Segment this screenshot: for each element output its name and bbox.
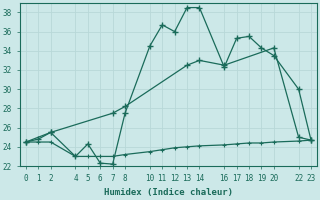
X-axis label: Humidex (Indice chaleur): Humidex (Indice chaleur) bbox=[104, 188, 233, 197]
